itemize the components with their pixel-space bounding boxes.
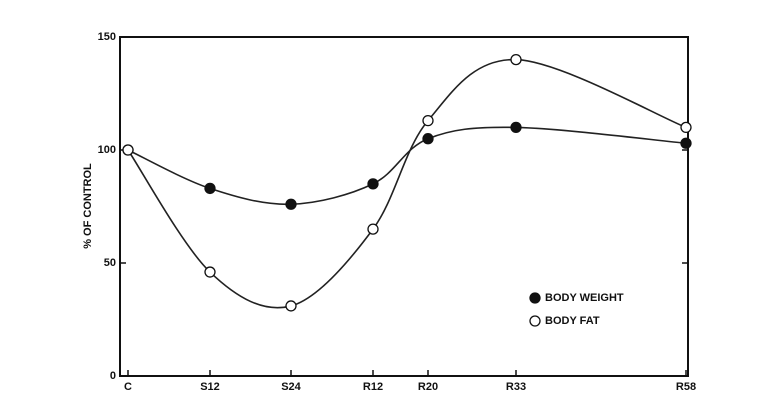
x-tick-label: R58 [676,381,696,393]
data-point [510,53,522,66]
data-point [680,137,692,149]
legend-marker [529,315,541,327]
x-tick-label: S24 [281,381,301,393]
data-point [122,144,134,156]
data-point [367,178,379,190]
data-point [285,198,297,210]
data-point [680,121,692,134]
plot-frame [119,36,689,377]
data-point [204,266,216,278]
y-tick-label: 150 [98,31,116,43]
legend-marker [529,292,541,304]
x-tick-label: R33 [506,381,526,393]
y-tick-label: 100 [98,144,116,156]
x-tick-label: C [124,381,132,393]
y-axis-label: % OF CONTROL [82,163,94,249]
legend-label: BODY WEIGHT [545,292,624,304]
y-tick-label: 50 [104,257,116,269]
data-point [422,133,434,145]
x-tick-label: S12 [200,381,220,393]
data-point [422,114,434,127]
legend-label: BODY FAT [545,315,600,327]
data-point [510,121,522,134]
data-point [285,300,297,312]
data-point [367,223,379,235]
data-point [204,182,216,195]
x-tick-label: R20 [418,381,438,393]
y-tick-label: 0 [110,370,116,382]
x-tick-label: R12 [363,381,383,393]
